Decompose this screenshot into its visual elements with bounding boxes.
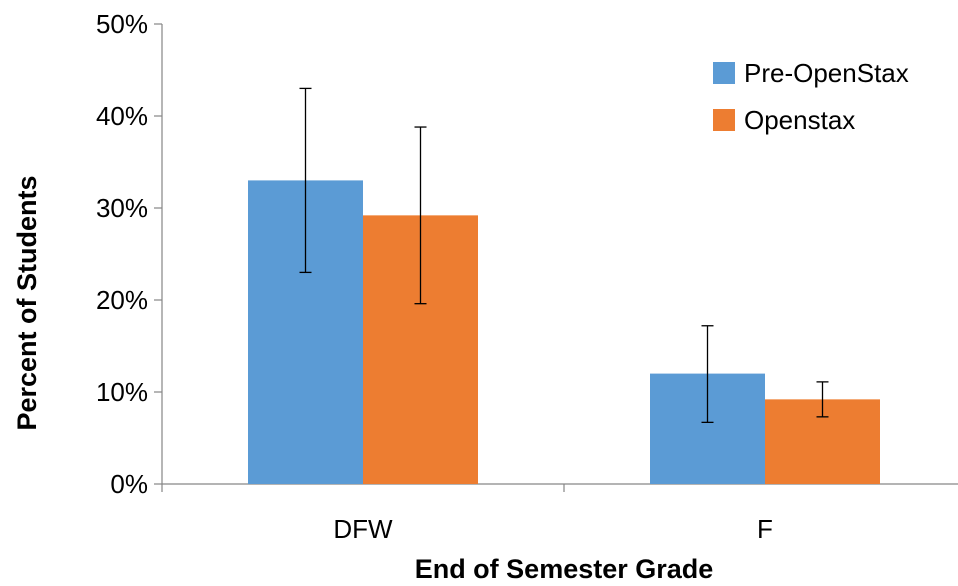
x-tick-label-dfw: DFW xyxy=(333,514,393,544)
y-tick-label: 40% xyxy=(96,101,148,131)
legend-label-pre-openstax: Pre-OpenStax xyxy=(744,58,909,88)
x-tick-label-f: F xyxy=(757,514,773,544)
y-tick-label: 50% xyxy=(96,9,148,39)
x-axis: DFW F xyxy=(161,483,958,544)
x-axis-title: End of Semester Grade xyxy=(415,554,714,584)
y-axis-title: Percent of Students xyxy=(12,175,42,430)
y-tick-label: 0% xyxy=(110,469,148,499)
error-bars xyxy=(299,87,829,424)
y-tick-label: 20% xyxy=(96,285,148,315)
legend-swatch-openstax xyxy=(713,109,735,131)
y-tick-label: 10% xyxy=(96,377,148,407)
bars xyxy=(248,180,880,485)
y-axis: 0% 10% 20% 30% 40% 50% xyxy=(96,9,163,499)
legend-label-openstax: Openstax xyxy=(744,105,855,135)
legend: Pre-OpenStax Openstax xyxy=(713,58,909,135)
legend-swatch-pre-openstax xyxy=(713,62,735,84)
y-tick-label: 30% xyxy=(96,193,148,223)
